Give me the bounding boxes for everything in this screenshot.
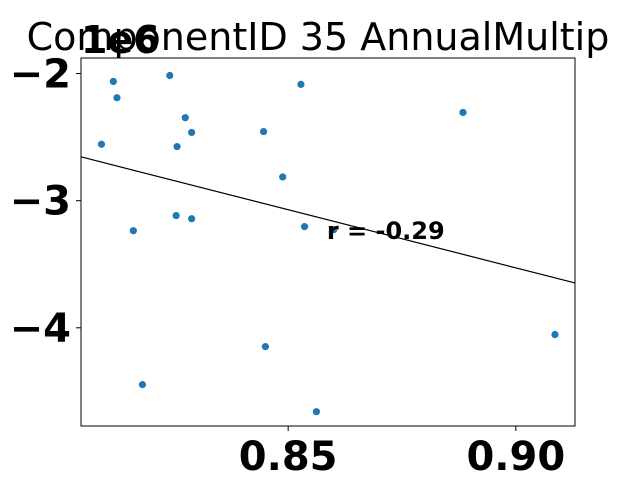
y-tick-label-2: −3 — [10, 179, 71, 225]
data-point-3 — [97, 140, 106, 148]
data-point-6 — [173, 142, 181, 151]
data-point-16 — [459, 108, 467, 117]
y-tick-label-1: −2 — [10, 52, 71, 98]
chart-title: ComponentID 35 AnnualMultip — [27, 15, 610, 59]
data-point-15 — [330, 226, 338, 234]
data-point-7 — [188, 128, 196, 137]
correlation-annotation: r = -0.29 — [327, 217, 445, 245]
x-tick-label-1: 0.85 — [239, 434, 338, 480]
data-point-12 — [188, 215, 196, 223]
data-point-8 — [259, 127, 268, 136]
data-point-11 — [172, 211, 180, 220]
plot-frame — [80, 57, 576, 427]
data-point-9 — [297, 80, 305, 88]
data-point-10 — [279, 173, 287, 181]
data-point-18 — [261, 343, 269, 351]
ticks-layer: 0.85 0.90 −2 −3 −4 — [10, 52, 566, 480]
x-tick-label-2: 0.90 — [466, 434, 565, 480]
plot-layer — [80, 71, 576, 416]
data-point-13 — [129, 227, 137, 235]
data-point-19 — [138, 381, 147, 389]
offset-label: 1e6 — [81, 18, 160, 62]
data-point-20 — [312, 408, 320, 416]
y-tick-label-3: −4 — [10, 306, 71, 352]
data-point-1 — [109, 77, 117, 86]
data-point-4 — [166, 71, 174, 80]
trend-line — [80, 156, 576, 284]
data-point-14 — [300, 223, 309, 231]
data-point-2 — [113, 94, 121, 102]
data-point-17 — [551, 330, 559, 339]
data-point-5 — [181, 114, 189, 122]
